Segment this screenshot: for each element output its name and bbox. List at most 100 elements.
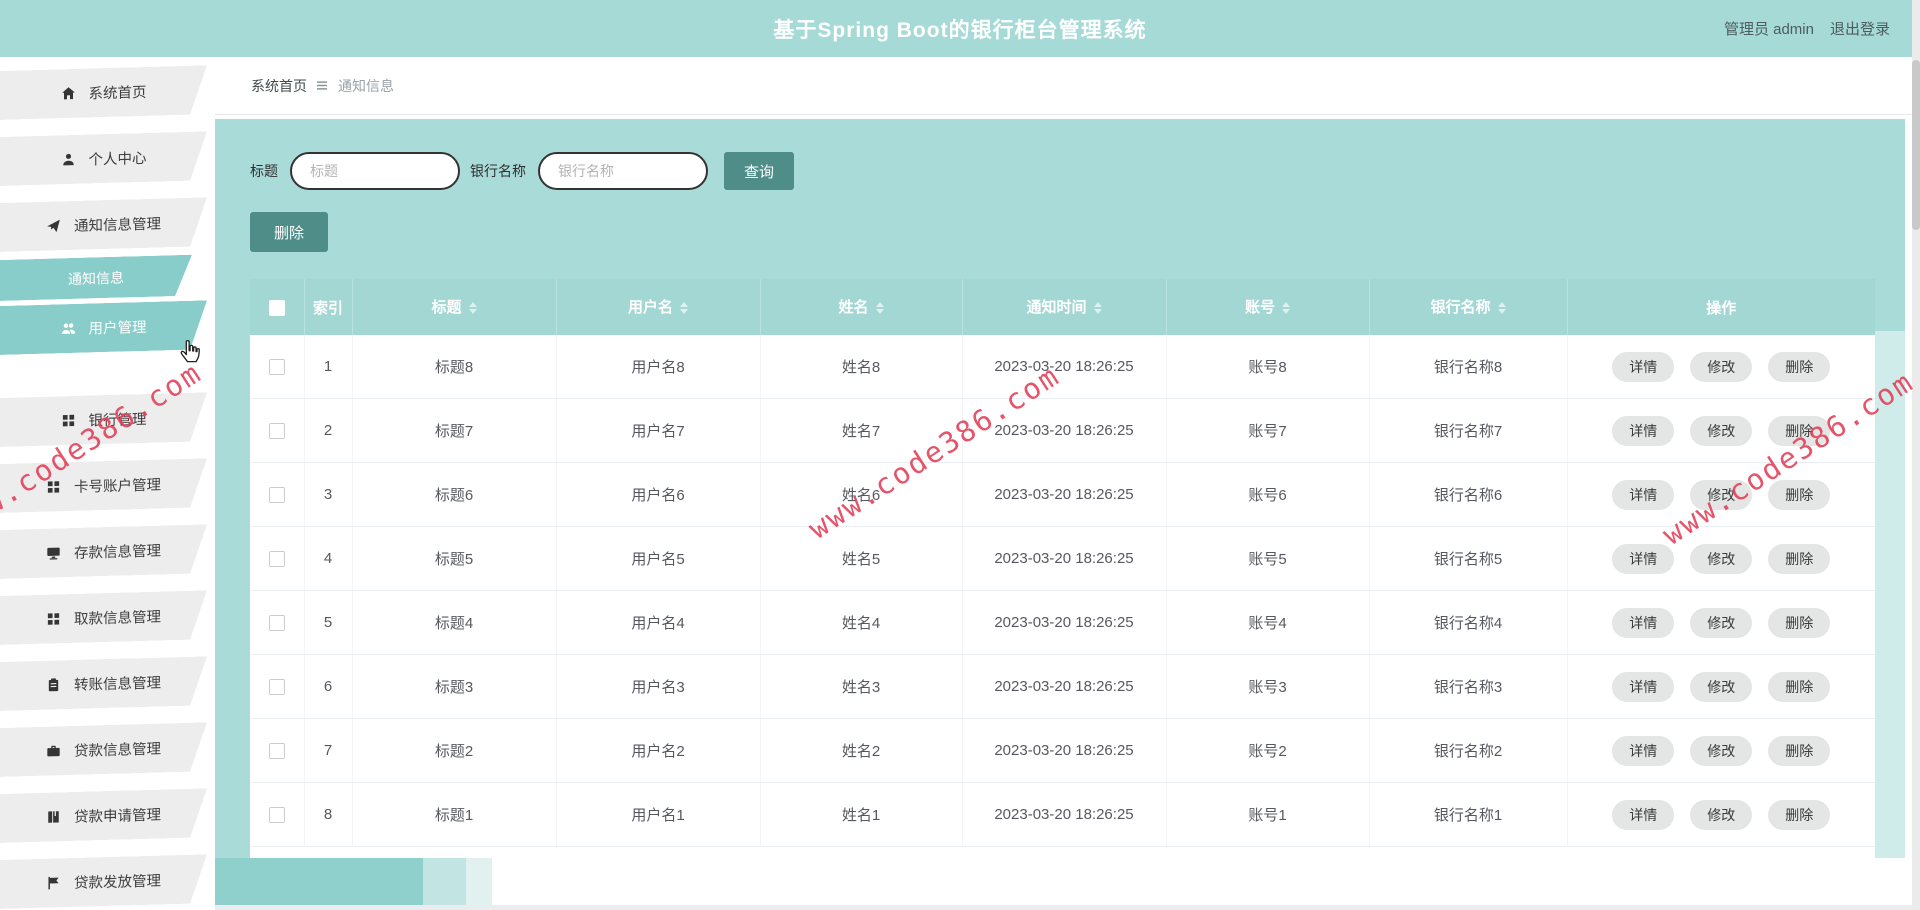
column-header-col-actions: 操作 (1567, 279, 1875, 335)
sidebar-item-5[interactable]: 用户管理 (0, 300, 207, 355)
sidebar-item-2[interactable]: 个人中心 (0, 131, 207, 186)
sidebar-item-11[interactable]: 贷款信息管理 (0, 722, 207, 777)
bank-filter-input[interactable] (538, 152, 708, 190)
sidebar-item-label: 通知信息 (68, 269, 124, 287)
sort-caret-icon[interactable] (1282, 298, 1290, 318)
cell-username: 用户名4 (556, 590, 761, 655)
cell-name: 姓名7 (760, 398, 963, 463)
edit-button[interactable]: 修改 (1690, 543, 1753, 574)
briefcase-icon (46, 743, 61, 758)
sidebar-item-8[interactable]: 存款信息管理 (0, 524, 207, 579)
delete-row-button[interactable]: 删除 (1768, 799, 1831, 830)
sort-caret-icon[interactable] (468, 298, 477, 318)
detail-button[interactable]: 详情 (1612, 607, 1675, 638)
edit-button[interactable]: 修改 (1690, 351, 1753, 382)
sidebar-item-label: 贷款申请管理 (74, 807, 161, 826)
detail-button[interactable]: 详情 (1612, 799, 1675, 830)
sidebar-item-6[interactable]: 银行管理 (0, 392, 207, 447)
row-checkbox[interactable] (268, 743, 285, 760)
scrollbar-thumb[interactable] (1912, 60, 1920, 230)
cell-account: 账号3 (1166, 654, 1370, 719)
table-row: 2 标题7 用户名7 姓名7 2023-03-20 18:26:25 账号7 银行名称7 详情… (250, 398, 1875, 463)
column-header-col-username[interactable]: 用户名 (556, 279, 761, 335)
sidebar-item-4[interactable]: 通知信息 (0, 255, 192, 301)
sidebar-item-13[interactable]: 贷款发放管理 (0, 854, 207, 909)
sort-caret-icon[interactable] (1497, 298, 1506, 318)
cell-account: 账号8 (1166, 335, 1370, 399)
scrollbar-track[interactable] (1912, 0, 1920, 910)
sort-caret-icon[interactable] (875, 298, 884, 318)
sidebar-item-1[interactable]: 系统首页 (0, 65, 207, 120)
row-checkbox[interactable] (268, 615, 285, 632)
bottom-deco-block (213, 858, 423, 905)
sidebar-item-label: 贷款信息管理 (74, 741, 161, 760)
delete-row-button[interactable]: 删除 (1768, 607, 1831, 638)
table-row: 3 标题6 用户名6 姓名6 2023-03-20 18:26:25 账号6 银行名称6 详情… (250, 462, 1875, 527)
row-checkbox[interactable] (268, 487, 285, 504)
row-checkbox[interactable] (268, 551, 285, 568)
edit-button[interactable]: 修改 (1690, 735, 1753, 766)
sort-caret-icon[interactable] (1093, 298, 1102, 318)
search-button[interactable]: 查询 (724, 152, 795, 190)
detail-button[interactable]: 详情 (1612, 415, 1675, 446)
detail-button[interactable]: 详情 (1612, 479, 1675, 510)
delete-row-button[interactable]: 删除 (1768, 479, 1831, 510)
sidebar-item-10[interactable]: 转账信息管理 (0, 656, 207, 711)
edit-button[interactable]: 修改 (1690, 415, 1753, 446)
title-filter-input[interactable] (290, 152, 460, 190)
detail-button[interactable]: 详情 (1612, 543, 1675, 574)
cell-index: 1 (304, 335, 353, 399)
cell-actions: 详情 修改 删除 (1567, 654, 1875, 719)
cell-time: 2023-03-20 18:26:25 (962, 526, 1167, 591)
cell-title: 标题3 (352, 654, 557, 719)
home-icon (61, 86, 76, 101)
column-label: 索引 (312, 299, 343, 317)
detail-button[interactable]: 详情 (1612, 735, 1675, 766)
delete-selected-button[interactable]: 删除 (250, 212, 329, 252)
cell-actions: 详情 修改 删除 (1567, 718, 1875, 783)
logout-link[interactable]: 退出登录 (1829, 21, 1890, 38)
sidebar-item-12[interactable]: 贷款申请管理 (0, 788, 207, 843)
cell-time: 2023-03-20 18:26:25 (962, 335, 1167, 399)
column-header-col-time[interactable]: 通知时间 (962, 279, 1167, 335)
column-header-col-bank[interactable]: 银行名称 (1369, 279, 1568, 335)
column-label: 账号 (1244, 298, 1275, 316)
edit-button[interactable]: 修改 (1690, 479, 1753, 510)
topbar: 基于Spring Boot的银行柜台管理系统 管理员 admin 退出登录 (0, 0, 1920, 57)
column-header-col-title[interactable]: 标题 (352, 279, 557, 335)
sidebar-item-3[interactable]: 通知信息管理 (0, 197, 207, 252)
edit-button[interactable]: 修改 (1690, 671, 1753, 702)
cell-index: 4 (304, 526, 353, 591)
detail-button[interactable]: 详情 (1612, 671, 1675, 702)
title-filter-label: 标题 (250, 163, 278, 179)
sidebar-item-7[interactable]: 卡号账户管理 (0, 458, 207, 513)
column-header-col-name[interactable]: 姓名 (760, 279, 963, 335)
notification-table-wrap: 索引 标题 用户名 姓名 通知时间 账号 银行名称 操作 1 标题8 用户名8 姓名8 2023-03… (250, 279, 1875, 860)
flag-icon (46, 875, 61, 890)
edit-button[interactable]: 修改 (1690, 799, 1753, 830)
table-row: 6 标题3 用户名3 姓名3 2023-03-20 18:26:25 账号3 银行名称3 详情… (250, 654, 1875, 719)
cell-title: 标题2 (352, 718, 557, 783)
delete-row-button[interactable]: 删除 (1768, 351, 1831, 382)
cell-index: 3 (304, 462, 353, 527)
cell-actions: 详情 修改 删除 (1567, 590, 1875, 655)
breadcrumb-home[interactable]: 系统首页 (251, 77, 307, 94)
column-label: 操作 (1706, 299, 1737, 317)
detail-button[interactable]: 详情 (1612, 351, 1675, 382)
column-header-col-account[interactable]: 账号 (1166, 279, 1370, 335)
edit-button[interactable]: 修改 (1690, 607, 1753, 638)
delete-row-button[interactable]: 删除 (1768, 543, 1831, 574)
delete-row-button[interactable]: 删除 (1768, 415, 1831, 446)
sort-caret-icon[interactable] (680, 298, 688, 318)
main-content: 系统首页 通知信息 标题 银行名称 查询 删除 索引标题用户名姓名通知时间账号银… (215, 57, 1920, 910)
cell-bank: 银行名称8 (1369, 335, 1568, 399)
cell-title: 标题8 (352, 335, 557, 399)
select-all-checkbox[interactable] (268, 299, 285, 316)
row-checkbox[interactable] (268, 423, 285, 440)
sidebar-item-9[interactable]: 取款信息管理 (0, 590, 207, 645)
delete-row-button[interactable]: 删除 (1768, 735, 1831, 766)
row-checkbox[interactable] (268, 807, 285, 824)
row-checkbox[interactable] (268, 679, 285, 696)
row-checkbox[interactable] (268, 359, 285, 376)
delete-row-button[interactable]: 删除 (1768, 671, 1831, 702)
